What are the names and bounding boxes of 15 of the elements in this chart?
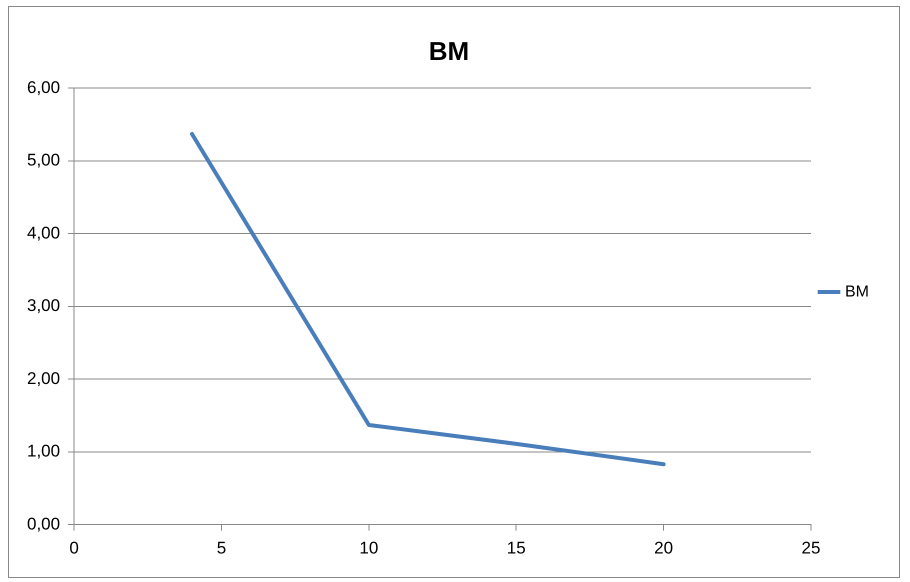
x-tick-label: 15 [506,538,526,558]
legend-label: BM [845,283,869,300]
y-tick-label: 5,00 [26,150,60,170]
y-tick-label: 3,00 [26,296,60,316]
y-tick-label: 4,00 [26,223,60,242]
y-tick-label: 6,00 [26,78,60,97]
y-tick-label: 2,00 [26,368,60,388]
x-tick-label: 0 [69,538,79,558]
y-tick-label: 1,00 [26,442,60,461]
x-tick-label: 10 [359,538,378,558]
x-tick-label: 25 [802,538,820,558]
x-tick-label: 20 [654,538,674,558]
y-tick-label: 0,00 [26,514,60,534]
x-tick-label: 5 [216,538,226,558]
chart-title: BM [428,36,470,66]
